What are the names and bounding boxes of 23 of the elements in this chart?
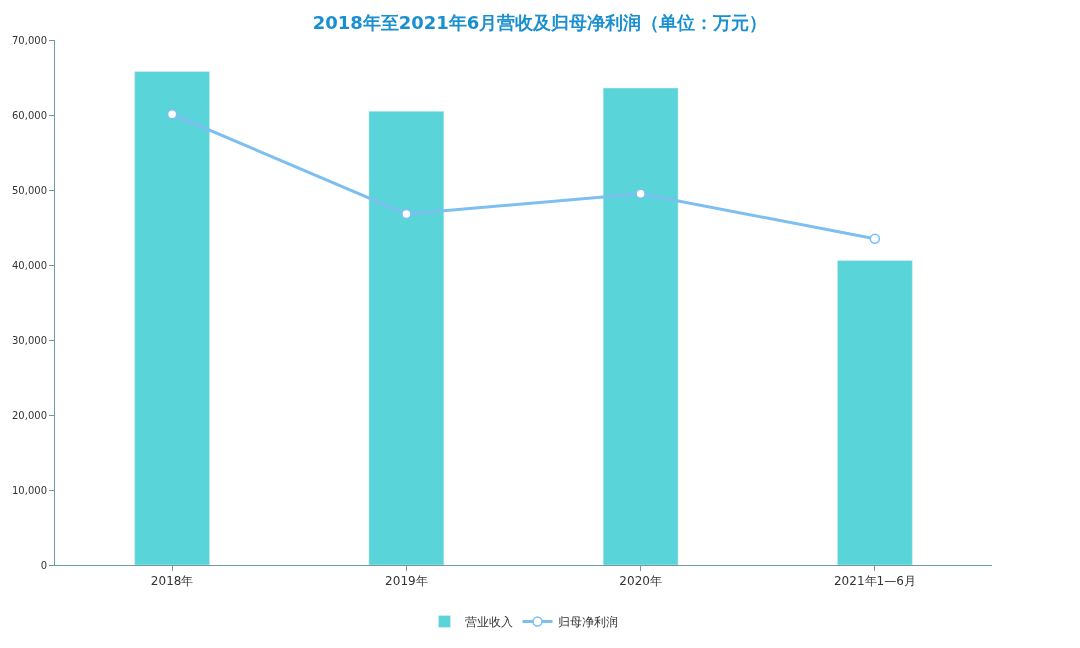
y-tick-label: 40,000	[12, 259, 47, 271]
point	[869, 233, 881, 244]
bar	[134, 71, 210, 565]
point	[401, 208, 412, 220]
y-tick-label: 50,000	[12, 184, 47, 196]
y-tick-label: 30,000	[12, 334, 47, 346]
y-tick-label: 20,000	[12, 409, 47, 421]
y-tick-label: 60,000	[12, 109, 47, 121]
point	[635, 188, 646, 199]
legend-label: 归母净利润	[557, 615, 618, 630]
y-tick-label: 0	[40, 559, 47, 571]
point	[166, 109, 178, 120]
y-tick-label: 10,000	[12, 484, 47, 496]
x-tick-label: 2018年	[150, 574, 194, 589]
x-tick-label: 2019年	[385, 574, 428, 589]
bar	[602, 87, 679, 565]
bar	[368, 111, 445, 565]
x-tick-label: 2021年1—6月	[833, 574, 916, 589]
chart-title: 2018年至2021年6月营收及归母净利润（单位：万元）	[312, 11, 768, 33]
bar	[837, 260, 913, 565]
x-tick-label: 2020年	[619, 574, 662, 589]
y-tick-label: 70,000	[12, 34, 47, 46]
legend-label: 营业收入	[464, 615, 513, 630]
